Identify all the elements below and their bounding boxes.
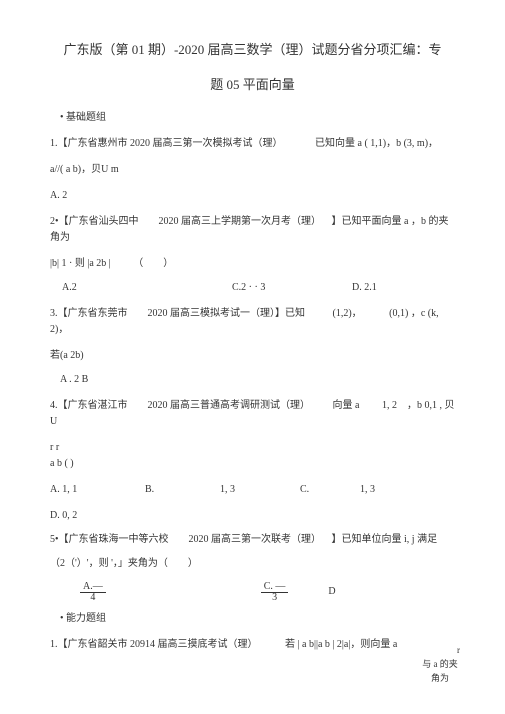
q4-a: A. 1, 1	[50, 482, 145, 498]
q2-row: 2•【广东省汕头四中 2020 届高三上学期第一次月考（理） 】已知平面向量 a…	[50, 214, 455, 246]
q5-a-frac: A.— 4	[80, 582, 106, 603]
q5-cond: （2（'）'，则 '，」夹角为（ ）	[50, 556, 455, 572]
q2-answers: A.2 C.2 · · 3 D. 2.1	[50, 280, 455, 296]
q5-a-top: A.—	[80, 582, 106, 593]
q1-tail: 已知向量 a ( 1,1)，b (3, m)，	[315, 138, 438, 149]
qab1-text: 1.【广东省韶关市 20914 届高三摸底考试（理）	[50, 639, 258, 650]
q4-c: C.	[300, 482, 360, 498]
q4-row: 4.【广东省湛江市 2020 届高三普通高考调研测试（理） 向量 a 1, 2 …	[50, 398, 455, 430]
q1-text: 1.【广东省惠州市 2020 届高三第一次模拟考试（理）	[50, 138, 283, 149]
q4-answers-row1: A. 1, 1 B. 1, 3 C. 1, 3	[50, 482, 455, 498]
q3-row: 3.【广东省东莞市 2020 届高三模拟考试一（理）】已知 (1,2)， (0,…	[50, 306, 455, 338]
q5-d: D	[328, 584, 335, 600]
q2-d: D. 2.1	[352, 280, 377, 296]
q2-cond: |b| 1 · 则 |a 2b |	[50, 258, 111, 269]
page-title-line1: 广东版（第 01 期）-2020 届高三数学（理）试题分省分项汇编：专	[50, 40, 455, 61]
section-basic-label: • 基础题组	[60, 110, 455, 126]
page-title-line2: 题 05 平面向量	[50, 75, 455, 96]
q4-ab: a b ( )	[50, 456, 455, 472]
q1-row: 1.【广东省惠州市 2020 届高三第一次模拟考试（理） 已知向量 a ( 1,…	[50, 136, 455, 152]
qab1-tail: 若 | a b||a b | 2|a|，则向量 a	[285, 639, 397, 650]
q5-c-frac: C. — 3	[261, 582, 289, 603]
q4-d: D. 0, 2	[50, 508, 455, 524]
q2-paren: （ ）	[133, 258, 173, 269]
note-angle: 与 a 的夹 角为	[420, 657, 460, 686]
q5-c-top: C. —	[261, 582, 289, 593]
q4-text: 4.【广东省湛江市 2020 届高三普通高考调研测试（理）	[50, 400, 310, 411]
note-r: r	[457, 643, 460, 657]
q3-cond: 若(a 2b)	[50, 348, 455, 364]
q4-b: B.	[145, 482, 220, 498]
q5-tail: 】已知单位向量 i, j 满足	[332, 534, 438, 545]
q1-cond: a//( a b)，贝U m	[50, 162, 455, 178]
q3-vec1: (1,2)，	[333, 308, 362, 319]
q1-answer-a: A. 2	[50, 188, 455, 204]
q4-rr: r r	[50, 440, 455, 456]
q2-a: A.2	[62, 280, 232, 296]
q4-cval: 1, 3	[360, 482, 375, 498]
q5-answers: A.— 4 C. — 3 D	[80, 582, 455, 603]
qab1-row: 1.【广东省韶关市 20914 届高三摸底考试（理） 若 | a b||a b …	[50, 637, 455, 653]
q5-text: 5•【广东省珠海一中等六校 2020 届高三第一次联考（理）	[50, 534, 321, 545]
q5-c-bot: 3	[269, 593, 280, 603]
q3-a: A . 2 B	[60, 372, 455, 388]
q2-cond-row: |b| 1 · 则 |a 2b | （ ）	[50, 256, 455, 272]
q4-bval: 1, 3	[220, 482, 300, 498]
q2-c: C.2 · · 3	[232, 280, 352, 296]
q3-text: 3.【广东省东莞市 2020 届高三模拟考试一（理）】已知	[50, 308, 305, 319]
q5-row: 5•【广东省珠海一中等六校 2020 届高三第一次联考（理） 】已知单位向量 i…	[50, 532, 455, 548]
q2-text: 2•【广东省汕头四中 2020 届高三上学期第一次月考（理）	[50, 216, 321, 227]
section-ability-label: • 能力题组	[60, 611, 455, 627]
q4-tail: 向量 a	[333, 400, 360, 411]
q5-a-bot: 4	[87, 593, 98, 603]
